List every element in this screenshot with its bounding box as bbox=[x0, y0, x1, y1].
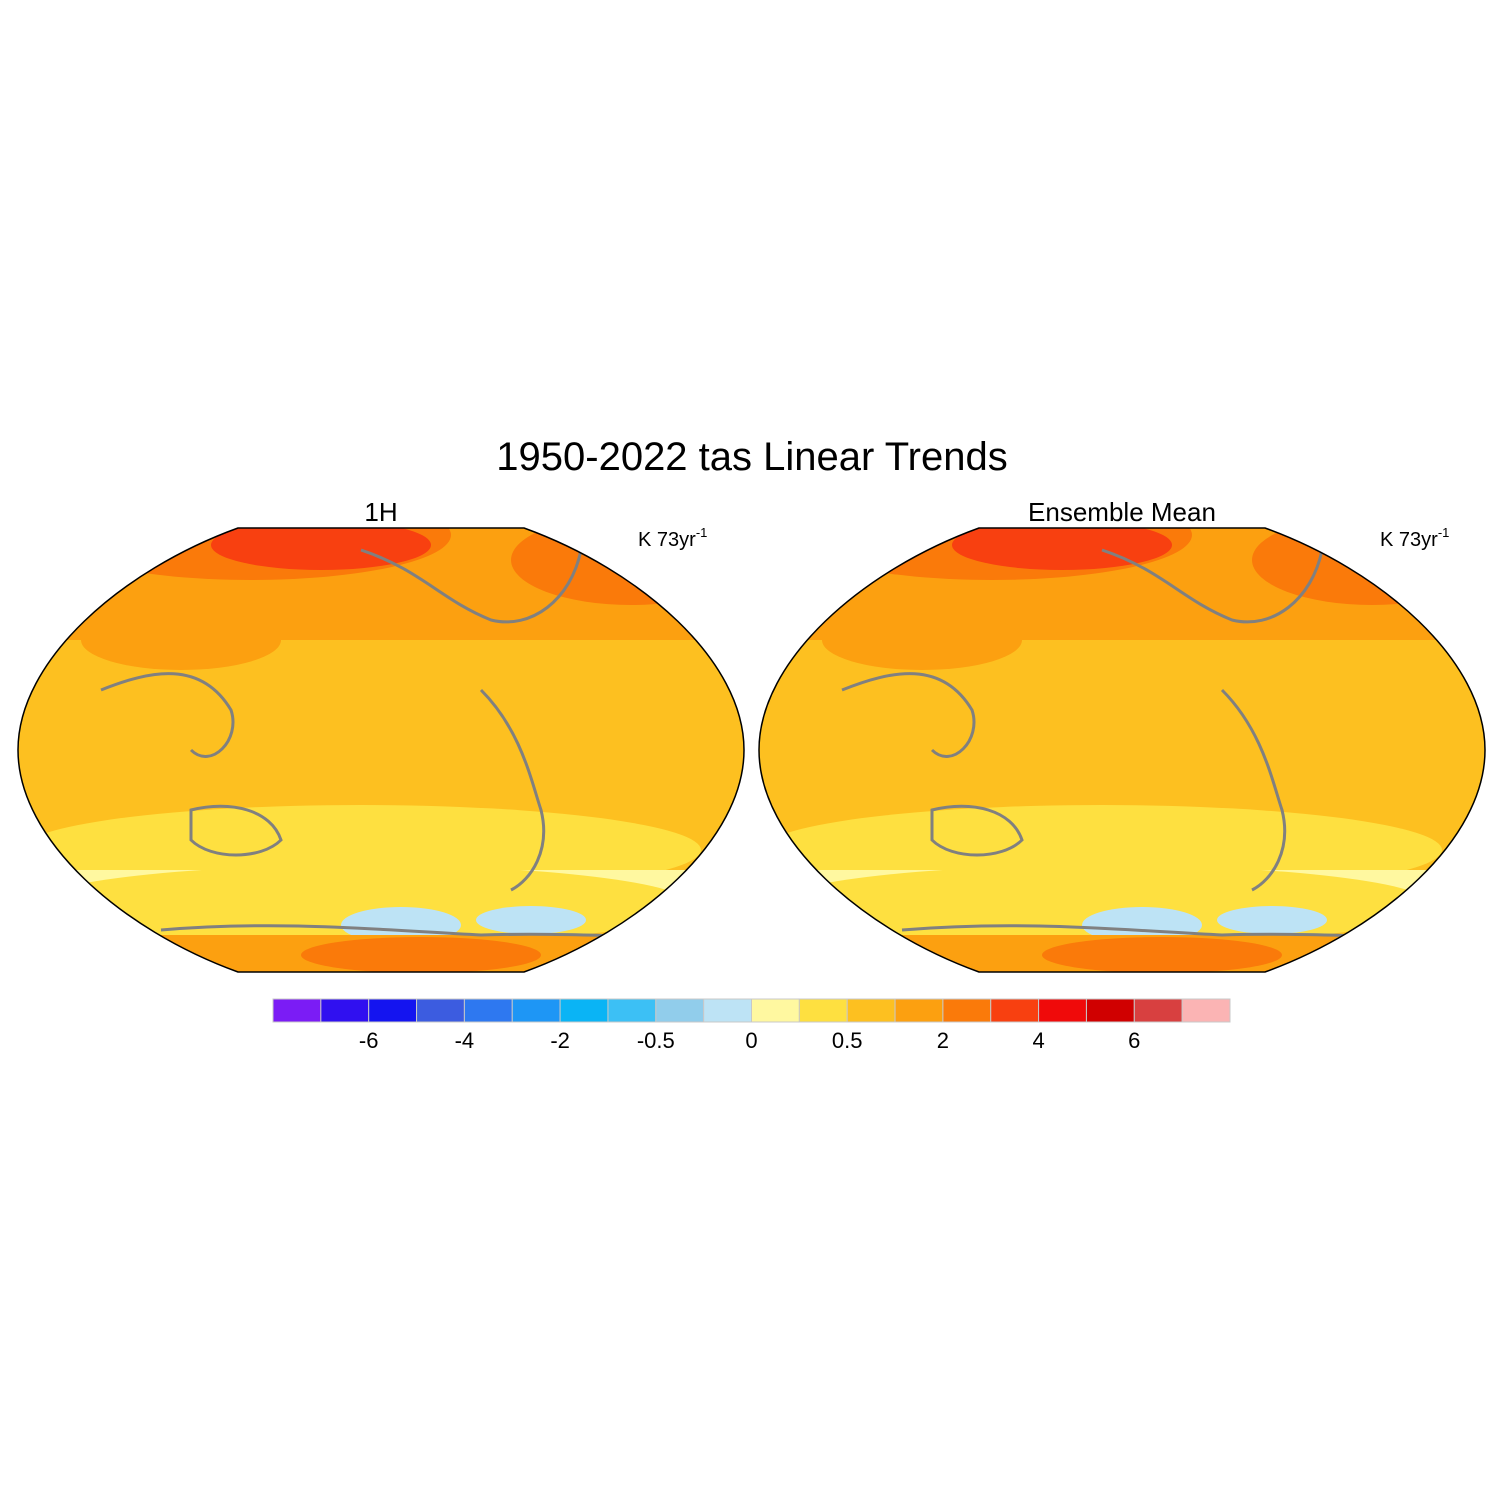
colorbar-box bbox=[894, 998, 944, 1023]
colorbar: -6 -4 -2 -0.5 0 0.5 2 4 6 bbox=[272, 998, 1231, 1053]
colorbar-box bbox=[416, 998, 465, 1023]
colorbar-label: 0 bbox=[745, 1028, 757, 1053]
colorbar-box bbox=[942, 998, 992, 1023]
colorbar-label: 4 bbox=[1032, 1028, 1044, 1053]
panel-units: K 73yr-1 bbox=[638, 525, 707, 551]
map-panel bbox=[752, 490, 1492, 980]
colorbar-label: -0.5 bbox=[637, 1028, 675, 1053]
colorbar-box bbox=[607, 998, 657, 1023]
panel-title: 1H bbox=[364, 497, 397, 527]
map-panel bbox=[11, 490, 751, 980]
colorbar-box bbox=[655, 998, 705, 1023]
colorbar-box bbox=[1085, 998, 1135, 1023]
units-text: K 73yr bbox=[1380, 529, 1438, 551]
units-exponent: -1 bbox=[1438, 525, 1450, 540]
colorbar-box bbox=[1038, 998, 1087, 1023]
colorbar-label: -4 bbox=[455, 1028, 475, 1053]
units-exponent: -1 bbox=[696, 525, 708, 540]
colorbar-box bbox=[272, 998, 322, 1023]
colorbar-label: 2 bbox=[937, 1028, 949, 1053]
colorbar-box bbox=[1133, 998, 1183, 1023]
colorbar-box bbox=[511, 998, 561, 1023]
colorbar-box bbox=[1181, 998, 1231, 1023]
colorbar-label: -2 bbox=[550, 1028, 570, 1053]
figure-title: 1950-2022 tas Linear Trends bbox=[496, 435, 1007, 479]
panel-title: Ensemble Mean bbox=[1028, 497, 1216, 527]
colorbar-box bbox=[463, 998, 513, 1023]
colorbar-box bbox=[798, 998, 848, 1023]
colorbar-label: 0.5 bbox=[832, 1028, 863, 1053]
colorbar-box bbox=[320, 998, 370, 1023]
colorbar-box bbox=[368, 998, 418, 1023]
colorbar-box bbox=[990, 998, 1040, 1023]
units-text: K 73yr bbox=[638, 529, 696, 551]
colorbar-box bbox=[559, 998, 609, 1023]
colorbar-box bbox=[751, 998, 800, 1023]
panel-units: K 73yr-1 bbox=[1380, 525, 1449, 551]
colorbar-label: 6 bbox=[1128, 1028, 1140, 1053]
colorbar-box bbox=[846, 998, 896, 1023]
colorbar-label: -6 bbox=[359, 1028, 379, 1053]
colorbar-box bbox=[703, 998, 753, 1023]
